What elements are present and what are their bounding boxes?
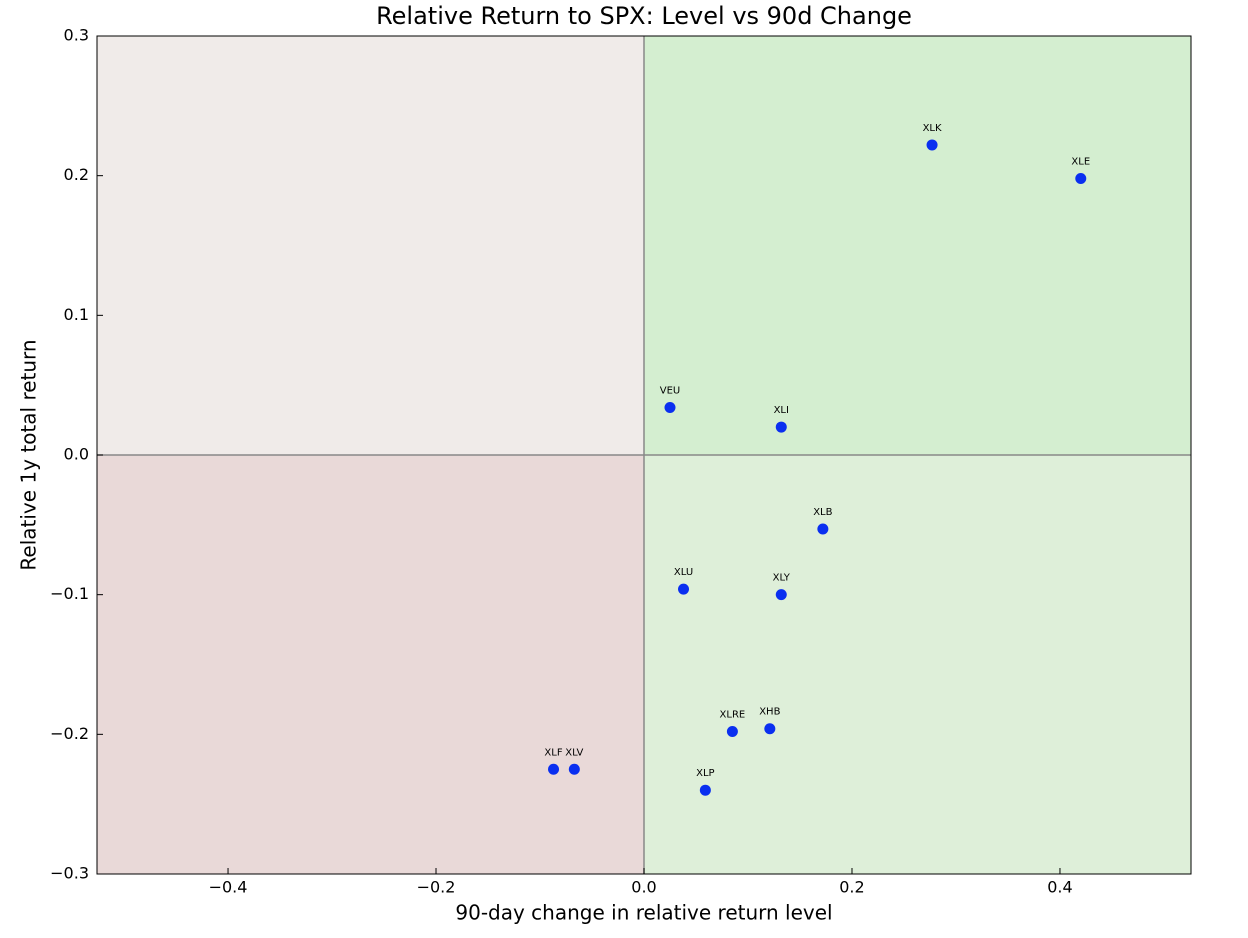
x-axis-label: 90-day change in relative return level [455, 901, 832, 925]
point-label: XLB [813, 507, 832, 518]
x-tick-label: 0.0 [631, 878, 656, 897]
point [1075, 172, 1087, 184]
point [817, 523, 829, 535]
point [568, 763, 580, 775]
x-tick-label: −0.4 [209, 878, 248, 897]
point [678, 583, 690, 595]
point [775, 421, 787, 433]
y-tick-label: −0.3 [50, 864, 89, 883]
point-label: VEU [660, 386, 680, 397]
point [699, 784, 711, 796]
point [726, 726, 738, 738]
point-label: XLY [773, 573, 791, 584]
y-tick-label: 0.3 [64, 26, 89, 45]
point-label: XLV [565, 747, 583, 758]
y-tick-label: −0.1 [50, 584, 89, 603]
y-tick-label: 0.0 [64, 445, 89, 464]
point-label: XLI [774, 405, 789, 416]
x-tick-label: −0.2 [417, 878, 456, 897]
y-tick-label: 0.1 [64, 305, 89, 324]
point-label: XLE [1071, 156, 1090, 167]
x-tick-label: 0.4 [1047, 878, 1072, 897]
y-axis-label: Relative 1y total return [17, 339, 41, 570]
point-label: XLRE [720, 710, 746, 721]
chart-title: Relative Return to SPX: Level vs 90d Cha… [376, 2, 912, 30]
point [548, 763, 560, 775]
y-tick-label: 0.2 [64, 165, 89, 184]
x-tick-label: 0.2 [839, 878, 864, 897]
point-label: XLK [923, 123, 942, 134]
point [926, 139, 938, 151]
point-label: XLP [696, 768, 714, 779]
quadrant [644, 36, 1191, 455]
y-tick-label: −0.2 [50, 724, 89, 743]
quadrant [97, 455, 644, 874]
quadrants [97, 36, 1191, 874]
point-label: XHB [759, 707, 780, 718]
point [664, 402, 676, 414]
quadrant [644, 455, 1191, 874]
point-label: XLF [544, 747, 562, 758]
point [775, 589, 787, 601]
quadrant [97, 36, 644, 455]
point-label: XLU [674, 567, 693, 578]
point [764, 723, 776, 735]
